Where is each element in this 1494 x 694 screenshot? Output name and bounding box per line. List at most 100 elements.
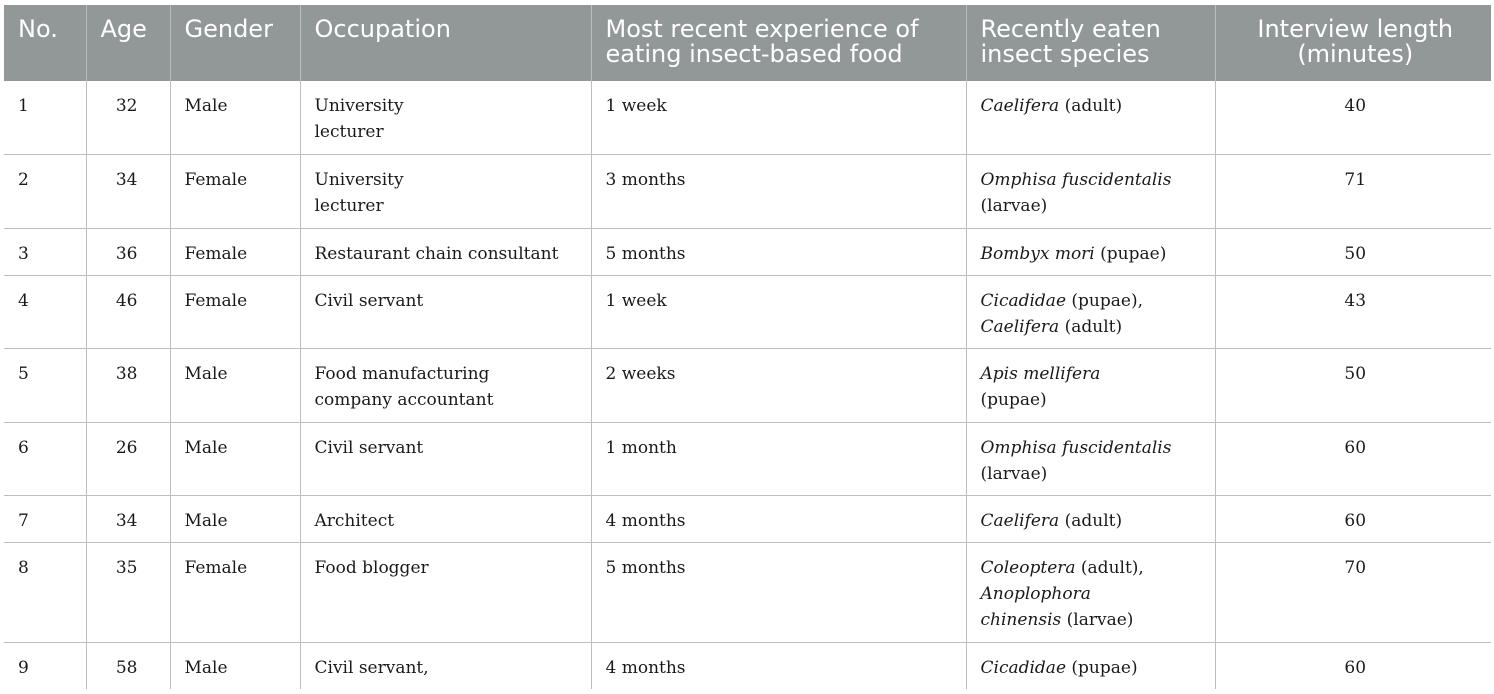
cell-interview-length: 40 (1215, 81, 1491, 155)
table-row: 5 38 Male Food manufacturing company account… (4, 348, 1491, 423)
header-species-line: insect species (980, 40, 1150, 68)
species-stage: (adult) (1059, 96, 1123, 116)
species-stage: (adult), (1075, 557, 1144, 578)
cell-age: 35 (86, 542, 171, 643)
cell-gender: Female (170, 542, 301, 643)
species-name: Omphisa fuscidentalis (980, 169, 1172, 190)
participants-table: No. Age Gender Occupation Most recent ex… (4, 5, 1491, 689)
cell-no: 3 (4, 228, 87, 276)
species-line: Cicadidae (pupae) (981, 655, 1205, 681)
cell-no: 1 (4, 81, 87, 155)
cell-interview-length: 50 (1215, 228, 1491, 276)
occupation-line: University (314, 96, 404, 116)
cell-gender: Female (170, 154, 301, 229)
cell-gender: Female (170, 275, 301, 349)
species-name: Cicadidae (980, 290, 1067, 311)
table-row: 7 34 Male Architect 4 months Caelifera (adult… (4, 495, 1491, 543)
table-row: 8 35 Female Food blogger 5 months Coleoptera … (4, 542, 1491, 643)
cell-species: Cicadidae (pupae) (966, 642, 1216, 689)
species-line: (larvae) (981, 461, 1205, 487)
species-name: Cicadidae (980, 657, 1067, 678)
species-stage: (pupae) (1066, 657, 1138, 678)
species-line: chinensis (larvae) (981, 607, 1205, 633)
cell-no: 2 (4, 154, 87, 229)
cell-no: 8 (4, 542, 87, 643)
species-line: Coleoptera (adult), (981, 555, 1205, 581)
cell-experience: 2 weeks (591, 348, 967, 423)
species-stage: (pupae) (1094, 243, 1167, 264)
cell-age: 38 (86, 348, 171, 423)
cell-no: 7 (4, 495, 87, 543)
cell-occupation: Civil servant (300, 275, 592, 349)
cell-species: Caelifera (adult) (966, 81, 1216, 155)
cell-experience: 5 months (591, 228, 967, 276)
table-body: 1 32 Male University lecturer 1 week Caelifera… (4, 81, 1491, 689)
cell-gender: Male (170, 81, 301, 155)
species-name: Bombyx mori (980, 243, 1095, 264)
occupation-line: Restaurant chain consultant (314, 243, 559, 264)
species-line: Omphisa fuscidentalis (981, 435, 1205, 461)
header-species-line: Recently eaten (980, 15, 1161, 43)
occupation-line: Food blogger (314, 557, 429, 578)
cell-interview-length: 70 (1215, 542, 1491, 643)
header-experience: Most recent experience of eating insect-… (591, 5, 967, 81)
species-line: Anoplophora (981, 581, 1205, 607)
cell-species: Caelifera (adult) (966, 495, 1216, 543)
cell-species: Coleoptera (adult), Anoplophora chinensis … (966, 542, 1216, 643)
occupation-line: lecturer (314, 122, 384, 142)
cell-gender: Male (170, 348, 301, 423)
header-length-line: Interview length (1257, 15, 1454, 43)
cell-experience: 1 week (591, 81, 967, 155)
cell-age: 58 (86, 642, 171, 689)
cell-interview-length: 60 (1344, 657, 1367, 678)
header-row: No. Age Gender Occupation Most recent ex… (4, 5, 1491, 81)
header-gender: Gender (170, 5, 301, 81)
species-name: Apis mellifera (980, 363, 1101, 384)
occupation-line: Architect (314, 510, 395, 531)
cell-no: 5 (4, 348, 87, 423)
cell-gender: Male (170, 422, 301, 496)
header-species: Recently eaten insect species (966, 5, 1216, 81)
cell-age: 46 (86, 275, 171, 349)
species-name: Omphisa fuscidentalis (980, 437, 1172, 458)
cell-gender: Female (170, 228, 301, 276)
occupation-line: Civil servant, (314, 657, 429, 678)
cell-age: 34 (86, 495, 171, 543)
table-row: 1 32 Male University lecturer 1 week Caelifera… (4, 81, 1491, 155)
header-experience-line: eating insect-based food (605, 40, 903, 68)
species-line: Caelifera (adult) (981, 314, 1205, 340)
table-header: No. Age Gender Occupation Most recent ex… (4, 5, 1491, 81)
species-name: Anoplophora (980, 583, 1091, 604)
cell-gender: Male (170, 642, 301, 689)
cell-species: Apis mellifera (pupae) (966, 348, 1216, 423)
species-line: Apis mellifera (981, 361, 1205, 387)
header-interview-length: Interview length (minutes) (1215, 5, 1491, 81)
species-line: Bombyx mori (pupae) (981, 241, 1205, 267)
species-stage: (adult) (1059, 510, 1123, 531)
cell-experience: 5 months (591, 542, 967, 643)
cell-occupation: Restaurant chain consultant (300, 228, 592, 276)
table-row: 2 34 Female University lecturer 3 months Omphi… (4, 154, 1491, 229)
header-no: No. (4, 5, 87, 81)
cell-experience: 4 months (591, 642, 967, 689)
species-line: (larvae) (981, 193, 1205, 219)
species-stage: (pupae) (980, 389, 1047, 410)
species-stage: (pupae), (1066, 290, 1143, 311)
species-stage: (larvae) (980, 463, 1048, 484)
cell-experience: 3 months (591, 154, 967, 229)
header-length-line: (minutes) (1297, 40, 1414, 68)
cell-occupation: Civil servant (300, 422, 592, 496)
cell-species: Omphisa fuscidentalis (larvae) (966, 154, 1216, 229)
cell-interview-length: 60 (1215, 495, 1491, 543)
species-name: Caelifera (980, 316, 1060, 337)
header-experience-line: Most recent experience of (605, 15, 919, 43)
cell-no: 6 (4, 422, 87, 496)
header-age: Age (86, 5, 171, 81)
cell-experience: 4 months (591, 495, 967, 543)
cell-gender: Male (170, 495, 301, 543)
table-row: 6 26 Male Civil servant 1 month Omphisa fusci… (4, 422, 1491, 496)
cell-occupation: Food manufacturing company accountant (300, 348, 592, 423)
cell-interview-length: 50 (1215, 348, 1491, 423)
table-row: 4 46 Female Civil servant 1 week Cicadidae (p… (4, 275, 1491, 349)
cell-experience: 1 week (591, 275, 967, 349)
